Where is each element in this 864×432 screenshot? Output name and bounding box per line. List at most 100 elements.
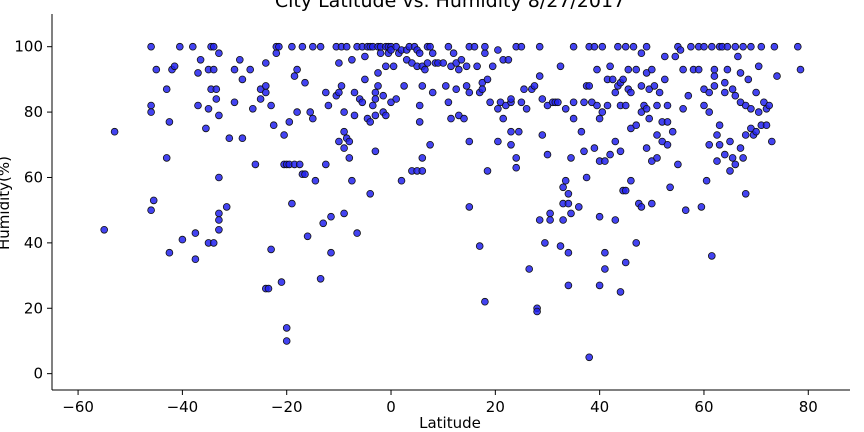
data-point (478, 85, 487, 93)
data-point (663, 101, 672, 110)
data-point (739, 42, 747, 51)
data-point (512, 163, 520, 172)
x-tick-label: −60 (62, 398, 94, 416)
data-point (728, 85, 737, 93)
data-point (428, 88, 437, 97)
data-point (178, 235, 187, 244)
data-point (736, 144, 745, 152)
data-point (710, 65, 719, 74)
x-tick-label: −40 (167, 398, 199, 416)
data-point (282, 337, 291, 345)
data-point (757, 42, 766, 51)
data-point (642, 144, 651, 152)
data-point (535, 72, 544, 80)
data-point (238, 75, 247, 84)
data-point (426, 42, 434, 51)
data-point (277, 278, 286, 286)
data-point (595, 212, 604, 221)
data-point (770, 42, 779, 51)
data-point (486, 98, 494, 107)
data-point (723, 65, 732, 74)
data-point (796, 65, 805, 74)
data-point (627, 176, 635, 185)
data-point (189, 42, 197, 51)
data-point (614, 42, 622, 51)
data-point (335, 59, 343, 67)
data-point (577, 127, 586, 136)
data-point (671, 52, 680, 61)
data-point (655, 88, 664, 97)
data-point (514, 127, 523, 136)
x-tick-label: 0 (386, 398, 396, 416)
data-point (660, 75, 669, 84)
data-point (629, 42, 638, 51)
data-point (582, 173, 591, 182)
data-point (637, 49, 646, 57)
data-point (246, 65, 255, 74)
data-point (423, 59, 432, 67)
data-point (522, 105, 531, 113)
data-point (209, 239, 218, 247)
data-point (593, 101, 601, 110)
data-point (316, 274, 325, 283)
data-point (650, 82, 659, 90)
data-point (621, 186, 630, 195)
data-point (100, 226, 108, 234)
data-point (494, 105, 502, 113)
data-point (212, 95, 221, 103)
data-point (645, 114, 653, 123)
data-point (418, 167, 427, 175)
data-point (611, 137, 620, 146)
data-point (301, 78, 309, 87)
data-point (624, 65, 633, 74)
data-point (720, 150, 729, 159)
data-point (734, 52, 742, 61)
data-point (194, 69, 202, 77)
data-point (392, 95, 401, 103)
data-point (249, 105, 257, 113)
data-point (267, 101, 275, 110)
data-point (452, 85, 461, 93)
data-point (559, 216, 567, 224)
data-point (340, 127, 348, 136)
data-point (321, 160, 330, 169)
data-point (415, 101, 424, 110)
data-point (598, 108, 607, 116)
data-point (311, 176, 320, 185)
data-point (632, 239, 640, 247)
data-point (616, 288, 625, 296)
data-point (449, 49, 458, 57)
data-point (713, 157, 721, 165)
data-point (176, 42, 184, 51)
data-point (465, 88, 474, 97)
data-point (147, 42, 155, 51)
data-point (747, 42, 755, 51)
data-point (541, 239, 549, 247)
x-tick-label: 60 (694, 398, 713, 416)
data-point (660, 52, 669, 61)
data-point (744, 75, 753, 84)
data-point (236, 55, 244, 64)
data-point (269, 121, 278, 129)
y-tick-label: 20 (24, 299, 43, 317)
data-point (261, 88, 270, 97)
data-point (426, 141, 434, 149)
data-point (418, 154, 427, 162)
data-point (603, 101, 612, 110)
data-point (324, 101, 333, 110)
data-point (653, 154, 661, 162)
data-point (741, 190, 750, 198)
y-tick-label: 40 (24, 234, 43, 252)
data-point (473, 62, 481, 71)
data-point (465, 137, 474, 146)
data-point (222, 203, 231, 211)
data-point (731, 42, 740, 51)
data-point (538, 131, 547, 139)
data-point (569, 114, 578, 123)
data-point (483, 75, 492, 84)
data-point (110, 127, 119, 136)
data-point (762, 121, 771, 129)
data-point (209, 65, 218, 74)
data-point (350, 88, 359, 97)
y-axis-label: Humidity(%) (0, 156, 13, 250)
